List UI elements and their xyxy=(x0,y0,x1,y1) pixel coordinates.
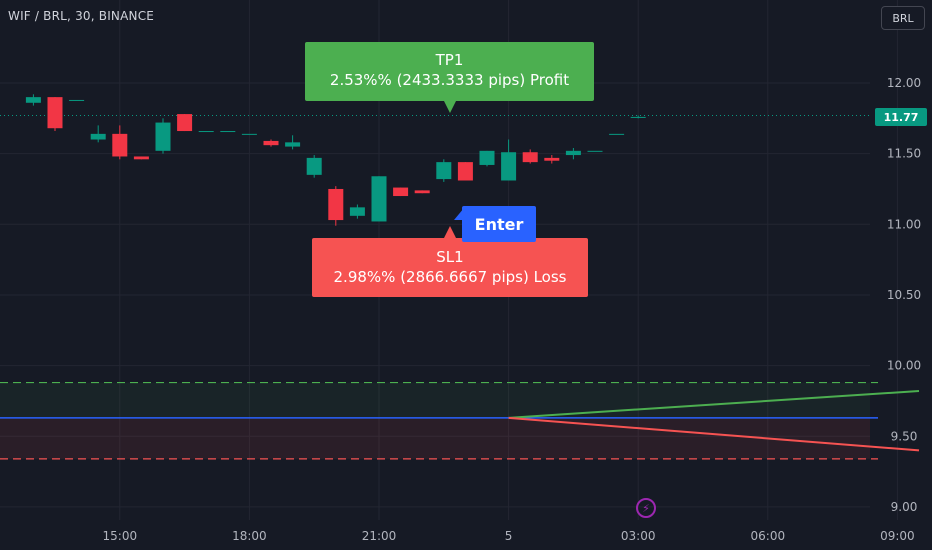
sl-title: SL1 xyxy=(436,248,464,266)
candle-body xyxy=(393,187,409,197)
y-tick-label: 10.00 xyxy=(887,359,921,373)
candle-body xyxy=(587,150,603,152)
candle-body xyxy=(609,133,625,135)
candle-body xyxy=(349,207,365,216)
profit-projection-line xyxy=(508,390,920,419)
x-tick-label: 18:00 xyxy=(232,529,267,543)
x-tick-label: 06:00 xyxy=(751,529,786,543)
candle-body xyxy=(328,188,344,221)
profit-zone xyxy=(0,382,870,418)
x-tick-label: 15:00 xyxy=(103,529,138,543)
candle-body xyxy=(263,140,279,146)
candle-body xyxy=(371,176,387,222)
lightning-icon[interactable]: ⚡ xyxy=(636,498,656,518)
y-tick-label: 11.00 xyxy=(887,217,921,231)
y-tick-label: 10.50 xyxy=(887,288,921,302)
take-profit-label: TP1 2.53%% (2433.3333 pips) Profit xyxy=(305,42,594,113)
symbol-title: WIF / BRL, 30, BINANCE xyxy=(8,9,155,23)
candle-body xyxy=(47,97,63,129)
candle-body xyxy=(630,116,646,118)
candle-body xyxy=(198,131,214,133)
candle-body xyxy=(436,162,452,180)
tp-title: TP1 xyxy=(435,51,464,69)
candle-body xyxy=(479,150,495,165)
last-price-tag: 11.77 xyxy=(875,108,927,126)
y-tick-label: 12.00 xyxy=(887,76,921,90)
tp-text: 2.53%% (2433.3333 pips) Profit xyxy=(329,71,570,89)
loss-zone xyxy=(0,417,870,459)
candle-body xyxy=(177,114,193,132)
candle-body xyxy=(522,152,538,163)
candle-body xyxy=(457,162,473,181)
candle-body xyxy=(414,190,430,194)
enter-label: Enter xyxy=(454,206,536,242)
candle-body xyxy=(155,122,171,151)
y-tick-label: 9.00 xyxy=(891,500,918,514)
loss-projection-line xyxy=(508,416,920,452)
stop-loss-label: SL1 2.98%% (2866.6667 pips) Loss xyxy=(312,226,588,297)
x-tick-label: 21:00 xyxy=(362,529,397,543)
x-tick-label: 09:00 xyxy=(880,529,915,543)
candle-body xyxy=(69,99,85,101)
candle-body xyxy=(112,133,128,157)
candle-body xyxy=(565,150,581,156)
candle-body xyxy=(241,133,257,135)
candle-body xyxy=(501,152,517,181)
candle-body xyxy=(133,156,149,160)
candle-body xyxy=(220,131,236,133)
y-tick-label: 11.50 xyxy=(887,147,921,161)
y-tick-label: 9.50 xyxy=(891,429,918,443)
candle-body xyxy=(285,142,301,147)
x-tick-label: 5 xyxy=(505,529,513,543)
candle-body xyxy=(90,133,106,140)
x-tick-label: 03:00 xyxy=(621,529,656,543)
candle-body xyxy=(544,157,560,161)
candle-body xyxy=(25,97,41,103)
candle-body xyxy=(306,157,322,175)
currency-button[interactable]: BRL xyxy=(881,6,925,30)
sl-text: 2.98%% (2866.6667 pips) Loss xyxy=(333,268,567,286)
